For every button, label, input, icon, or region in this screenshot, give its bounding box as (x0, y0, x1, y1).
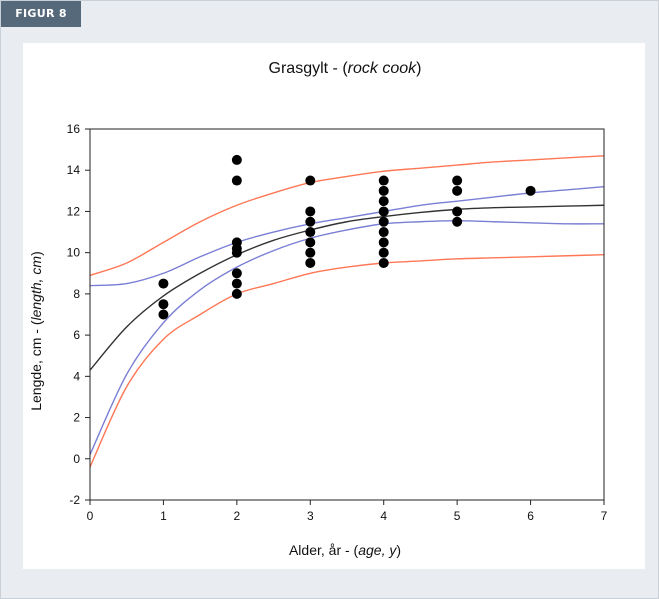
x-axis-title: Alder, år - (age, y) (289, 542, 401, 558)
y-tick-label: 10 (67, 246, 81, 260)
data-point (158, 299, 169, 310)
data-point (305, 247, 316, 258)
y-axis-title-close: ) (28, 251, 44, 256)
curve-fit (90, 204, 604, 371)
plot-frame (89, 128, 605, 501)
chart-title-close: ) (416, 60, 421, 77)
x-tick-label: 6 (527, 509, 534, 523)
curve-pi-lower (90, 254, 604, 468)
data-point (378, 257, 389, 268)
data-point (525, 185, 536, 196)
data-point (231, 278, 242, 289)
data-point (378, 227, 389, 238)
x-axis-title-plain: Alder, år - ( (289, 542, 359, 558)
x-tick-label: 2 (234, 509, 241, 523)
curve-pi-upper (90, 155, 604, 277)
x-axis-title-italic: age, y (358, 542, 397, 558)
x-tick-label: 5 (454, 509, 461, 523)
data-point (231, 247, 242, 258)
data-point (231, 154, 242, 165)
data-point (452, 216, 463, 227)
x-tick-label: 3 (307, 509, 314, 523)
x-tick-label: 4 (380, 509, 387, 523)
data-point (305, 216, 316, 227)
y-axis-title-italic: length, cm (28, 256, 44, 321)
y-tick-label: 6 (73, 328, 80, 342)
figure-tag: FIGUR 8 (1, 1, 81, 27)
x-tick-label: 7 (601, 509, 608, 523)
y-tick-label: 14 (67, 163, 81, 177)
data-point (378, 206, 389, 217)
chart-svg: Grasgylt - (rock cook) Alder, år - (age,… (28, 60, 608, 558)
data-point (378, 216, 389, 227)
y-tick-label: 0 (73, 452, 80, 466)
data-point (158, 278, 169, 289)
data-point (378, 175, 389, 186)
data-point (231, 268, 242, 279)
y-tick-label: 4 (73, 369, 80, 383)
y-tick-label: 2 (73, 411, 80, 425)
data-point (378, 237, 389, 248)
x-axis-title-close: ) (396, 542, 401, 558)
data-point (231, 288, 242, 299)
data-point (305, 257, 316, 268)
y-axis-title: Lengde, cm - (length, cm) (28, 251, 44, 411)
data-point (305, 175, 316, 186)
curve-ci-upper (90, 186, 604, 287)
chart-title: Grasgylt - (rock cook) (269, 60, 422, 77)
data-point (378, 196, 389, 207)
x-tick-label: 0 (87, 509, 94, 523)
data-point (452, 206, 463, 217)
y-tick-label: 16 (67, 122, 81, 136)
x-tick-label: 1 (160, 509, 167, 523)
data-point (305, 206, 316, 217)
data-point (231, 175, 242, 186)
data-point (452, 185, 463, 196)
y-axis-title-plain: Lengde, cm - ( (28, 320, 44, 411)
y-tick-label: 12 (67, 204, 81, 218)
data-point (305, 227, 316, 238)
data-point (158, 309, 169, 320)
data-point (378, 185, 389, 196)
curve-ci-lower (90, 220, 604, 455)
y-tick-label: 8 (73, 287, 80, 301)
data-point (305, 237, 316, 248)
chart-title-plain: Grasgylt - ( (269, 60, 349, 77)
y-tick-label: -2 (69, 493, 80, 507)
chart-panel: Grasgylt - (rock cook) Alder, år - (age,… (23, 43, 645, 569)
data-point (378, 247, 389, 258)
chart-title-italic: rock cook (348, 60, 417, 77)
data-point (452, 175, 463, 186)
